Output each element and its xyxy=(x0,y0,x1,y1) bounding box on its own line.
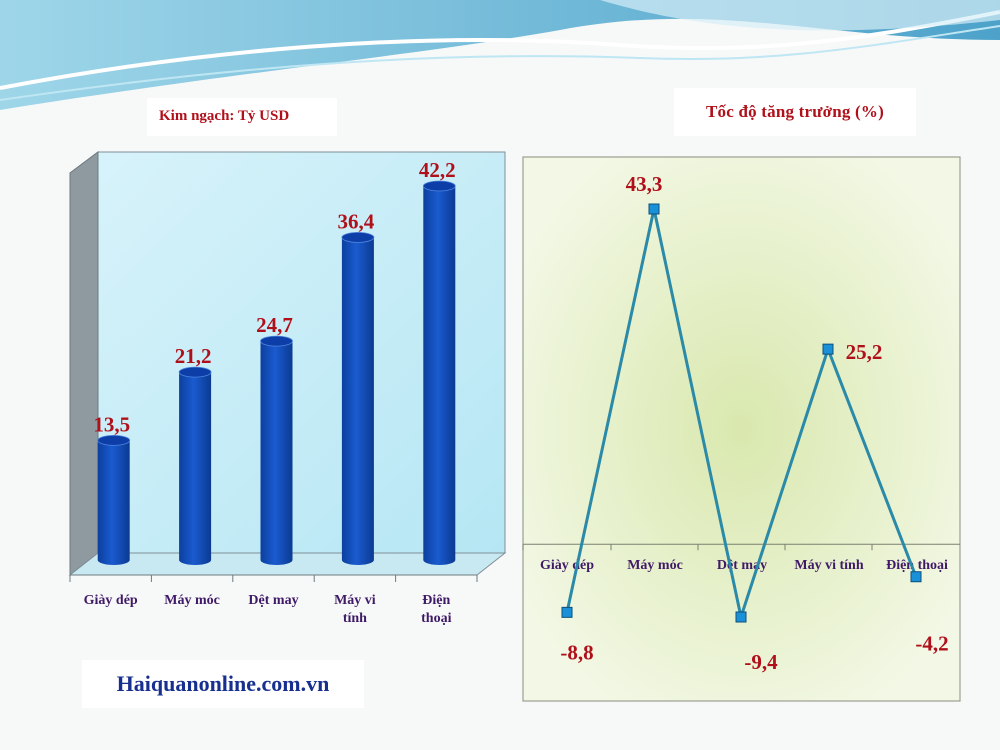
bar-category-label: Máy móc xyxy=(164,593,220,608)
line-value-label: -4,2 xyxy=(915,632,948,656)
line-value-label: -8,8 xyxy=(560,640,593,664)
bar-category-label: Điện xyxy=(422,593,450,608)
bar-value-label: 24,7 xyxy=(256,313,293,337)
bar-value-label: 42,2 xyxy=(419,158,456,182)
line-point xyxy=(648,203,660,215)
bar-body xyxy=(260,341,293,565)
bar-category-label: thoại xyxy=(421,611,451,626)
line-category-label: Máy móc xyxy=(627,558,683,573)
bar-0 xyxy=(97,434,131,565)
bar-body xyxy=(423,186,456,565)
line-category-label: Giày dép xyxy=(540,558,594,573)
line-value-label: 25,2 xyxy=(846,340,883,364)
bar-top xyxy=(178,366,212,378)
left-chart-unit-label: Kim ngạch: Tỷ USD xyxy=(147,98,337,136)
line-category-label: Máy vi tính xyxy=(794,558,863,573)
right-chart-title: Tốc độ tăng trưởng (%) xyxy=(674,88,916,136)
bar-3 xyxy=(341,232,375,566)
bar-body xyxy=(179,372,212,565)
bar-4 xyxy=(422,180,456,565)
bar-chart: 13,5 Giày dép 21,2 Máy móc 24,7 Dệt may 36,4 Má… xyxy=(68,151,507,626)
line-point xyxy=(910,571,922,583)
bar-top xyxy=(97,434,131,446)
bar-top xyxy=(260,335,293,347)
line-category-label: Điện thoại xyxy=(886,558,948,573)
bar-top xyxy=(422,180,456,192)
line-value-label: -9,4 xyxy=(744,650,778,674)
bar-category-label: Máy vi xyxy=(334,593,376,608)
line-plot-area xyxy=(522,156,961,702)
line-point xyxy=(822,343,834,355)
decorative-header-waves xyxy=(0,0,1000,110)
bar-value-label: 13,5 xyxy=(93,412,130,436)
source-label: Haiquanonline.com.vn xyxy=(82,660,364,708)
bar-value-label: 36,4 xyxy=(338,209,375,233)
bar-value-label: 21,2 xyxy=(175,344,212,368)
bar-body xyxy=(341,237,374,566)
line-point xyxy=(735,611,747,623)
bar-body xyxy=(97,440,130,565)
bar-1 xyxy=(178,366,212,565)
bar-category-label: tính xyxy=(343,611,367,626)
line-point xyxy=(561,606,573,618)
bar-category-label: Giày dép xyxy=(84,593,138,608)
line-value-label: 43,3 xyxy=(626,172,663,196)
bar-top xyxy=(341,232,375,243)
bar-2 xyxy=(260,335,293,565)
bar-category-label: Dệt may xyxy=(248,593,298,608)
